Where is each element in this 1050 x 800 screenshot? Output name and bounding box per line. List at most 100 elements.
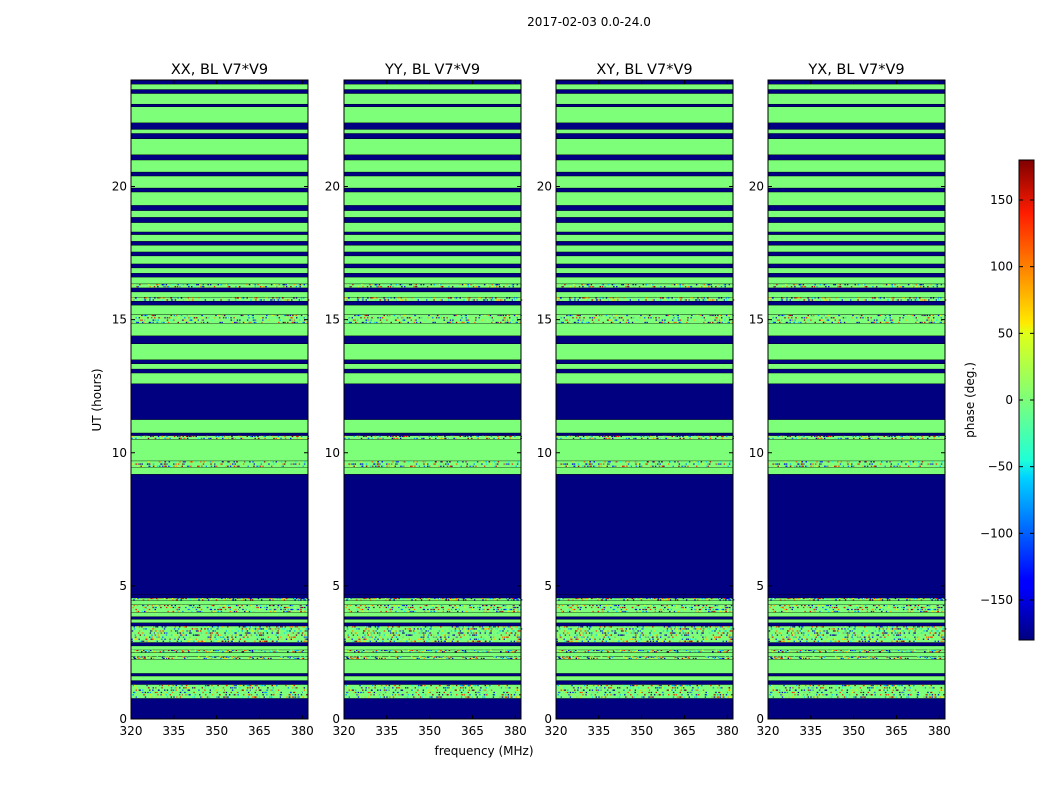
noise-pixel [353, 314, 355, 317]
noise-pixel [489, 597, 492, 600]
noise-pixel [230, 634, 233, 636]
noise-pixel [491, 628, 493, 630]
noise-pixel [278, 626, 281, 628]
noise-pixel [243, 649, 246, 652]
noise-pixel [354, 651, 356, 653]
noise-pixel [370, 286, 372, 288]
noise-pixel [148, 284, 150, 286]
noise-pixel [641, 691, 644, 694]
noise-pixel [490, 604, 493, 607]
noise-pixel [294, 314, 296, 317]
noise-pixel [234, 608, 237, 611]
noise-pixel [432, 604, 434, 607]
noise-pixel [416, 657, 419, 660]
noise-pixel [135, 437, 137, 440]
noise-pixel [409, 319, 411, 321]
noise-pixel [280, 694, 283, 696]
noise-pixel [505, 632, 507, 634]
noise-pixel [166, 286, 168, 288]
noise-pixel [206, 597, 209, 600]
noise-pixel [292, 651, 294, 653]
noise-pixel [295, 314, 297, 317]
noise-pixel [212, 610, 214, 613]
noise-pixel [222, 687, 225, 689]
time-band [344, 604, 521, 613]
noise-pixel [727, 687, 730, 689]
noise-pixel [260, 684, 262, 687]
noise-pixel [248, 284, 251, 286]
noise-pixel [466, 696, 469, 698]
noise-pixel [241, 689, 244, 691]
noise-pixel [293, 321, 296, 324]
noise-pixel [261, 636, 263, 638]
noise-pixel [268, 597, 271, 600]
noise-pixel [301, 651, 304, 653]
noise-pixel [508, 463, 510, 465]
noise-pixel [215, 465, 217, 467]
noise-pixel [401, 599, 404, 601]
noise-pixel [467, 284, 469, 286]
noise-pixel [167, 610, 169, 613]
noise-pixel [476, 299, 478, 301]
noise-pixel [485, 651, 488, 653]
noise-pixel [358, 634, 361, 636]
noise-pixel [187, 649, 190, 652]
noise-pixel [364, 640, 366, 642]
noise-pixel [610, 684, 613, 687]
noise-pixel [510, 640, 512, 642]
noise-pixel [469, 321, 472, 324]
noise-pixel [256, 606, 258, 609]
noise-pixel [674, 689, 676, 691]
time-band [344, 435, 521, 440]
noise-pixel [211, 461, 214, 463]
noise-pixel [503, 651, 506, 653]
noise-pixel [230, 687, 232, 689]
noise-pixel [486, 689, 488, 691]
noise-pixel [448, 657, 450, 660]
noise-pixel [470, 286, 472, 288]
noise-pixel [422, 284, 425, 286]
noise-pixel [362, 694, 364, 696]
noise-pixel [453, 657, 456, 660]
noise-pixel [163, 597, 166, 600]
noise-pixel [365, 597, 367, 600]
noise-pixel [257, 435, 259, 438]
noise-pixel [519, 597, 522, 600]
noise-pixel [394, 319, 397, 321]
noise-pixel [384, 319, 386, 321]
noise-pixel [294, 463, 296, 465]
noise-pixel [479, 297, 482, 299]
noise-pixel [455, 463, 458, 465]
time-band [131, 205, 308, 211]
noise-pixel [288, 299, 290, 301]
noise-pixel [640, 687, 642, 689]
noise-pixel [291, 608, 293, 611]
noise-pixel [221, 599, 223, 601]
noise-pixel [371, 317, 373, 319]
noise-pixel [379, 317, 382, 319]
noise-pixel [516, 626, 518, 628]
noise-pixel [408, 638, 411, 640]
noise-pixel [348, 696, 350, 698]
noise-pixel [362, 691, 365, 694]
noise-pixel [204, 638, 207, 640]
noise-pixel [144, 634, 146, 636]
noise-pixel [397, 317, 399, 319]
noise-pixel [246, 626, 248, 628]
noise-pixel [501, 696, 504, 698]
noise-pixel [403, 638, 405, 640]
noise-pixel [262, 286, 264, 288]
noise-pixel [469, 628, 472, 630]
noise-pixel [278, 636, 281, 638]
noise-pixel [252, 317, 255, 319]
noise-pixel [286, 317, 288, 319]
noise-pixel [302, 437, 304, 440]
noise-pixel [392, 696, 395, 698]
noise-pixel [193, 435, 195, 438]
noise-pixel [490, 649, 492, 652]
noise-pixel [374, 463, 376, 465]
noise-pixel [296, 437, 298, 440]
noise-pixel [438, 651, 440, 653]
noise-pixel [594, 687, 597, 689]
noise-pixel [213, 694, 216, 696]
